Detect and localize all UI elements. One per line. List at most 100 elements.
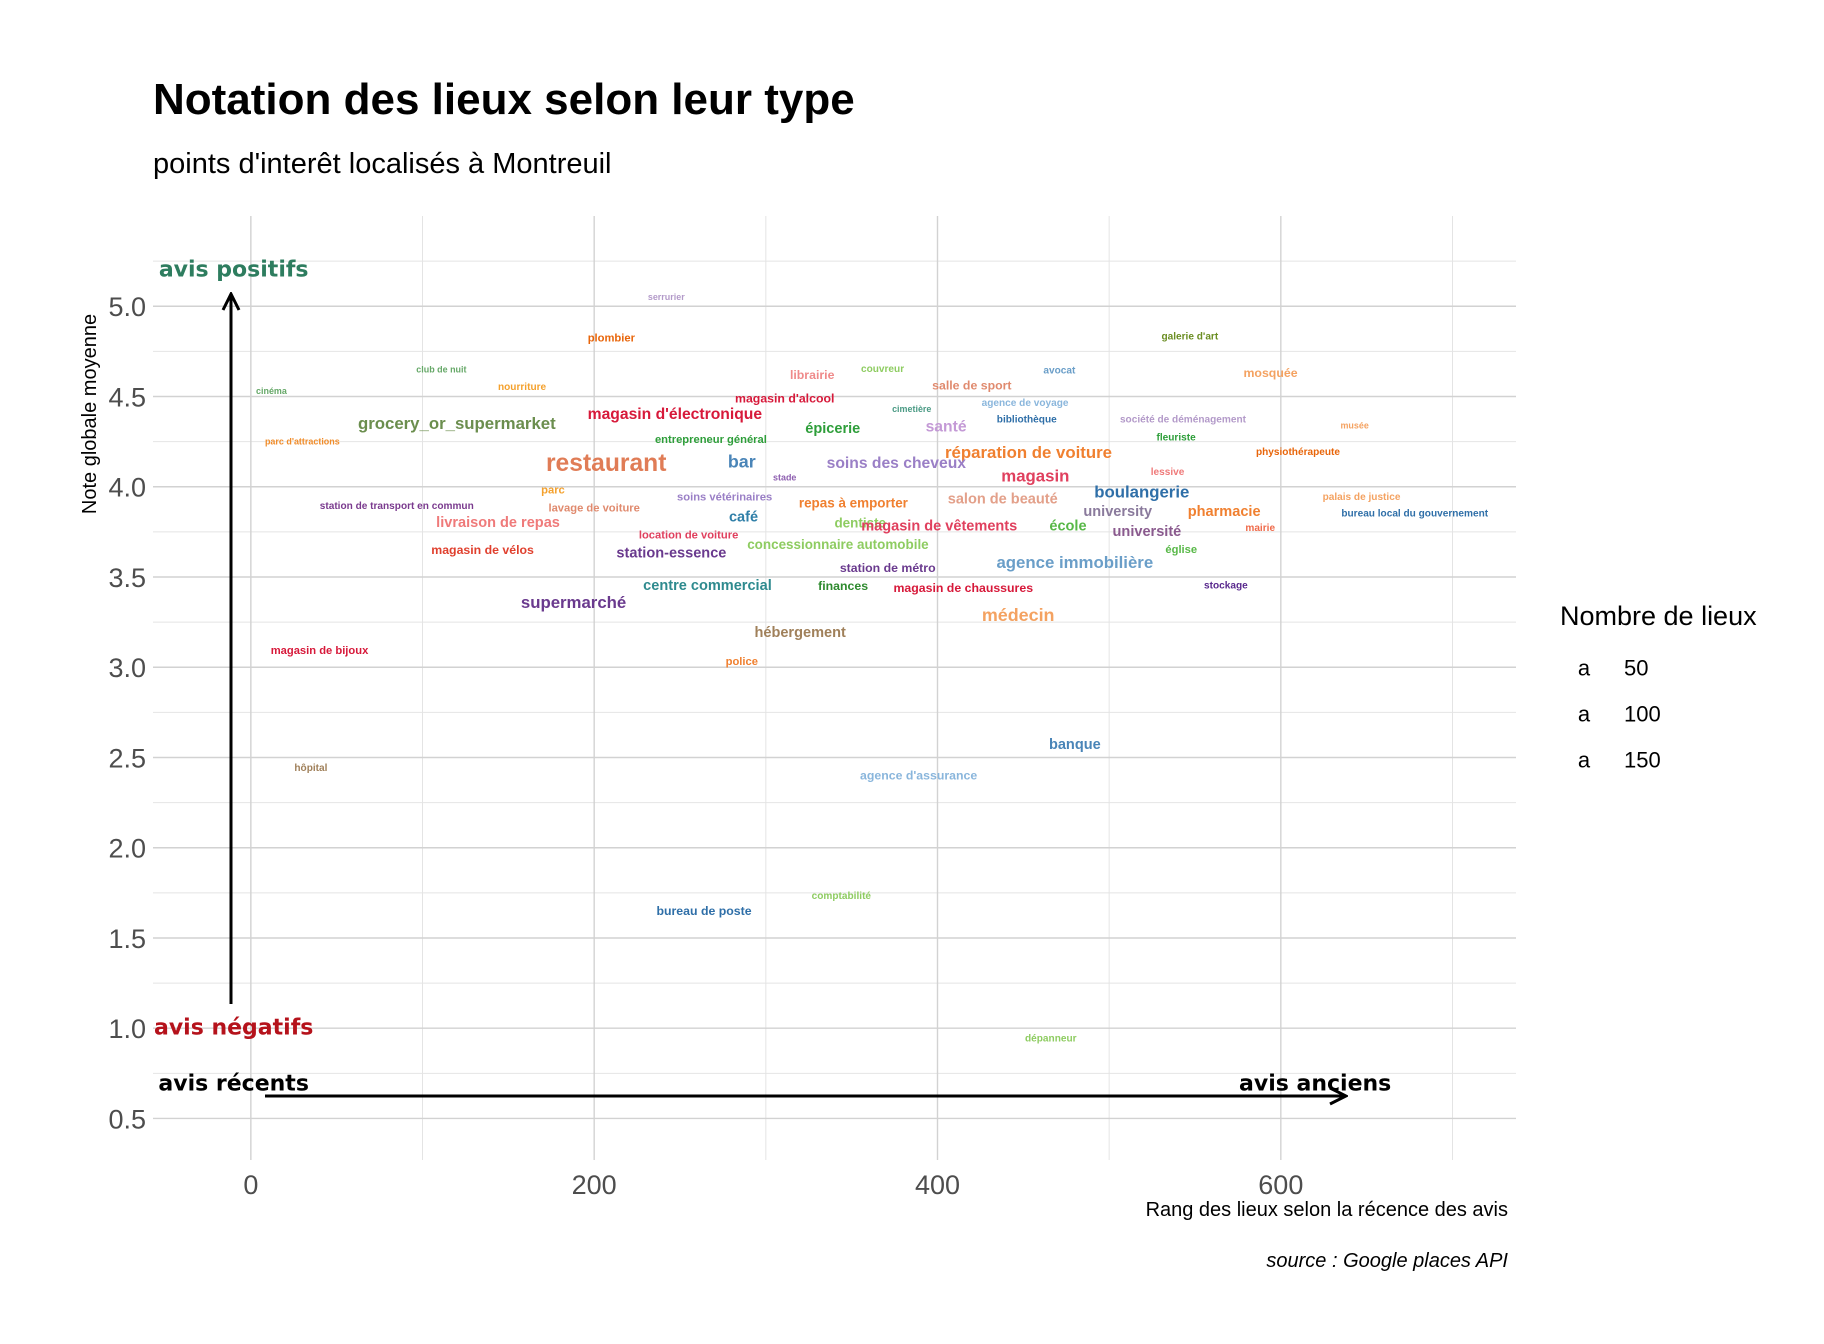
- y-tick-label: 3.0: [108, 653, 146, 683]
- scatter-labels: serrurier plombier galerie d'art club de nu…: [256, 292, 1489, 1044]
- place-label: galerie d'art: [1161, 331, 1218, 342]
- annotations: avis positifs avis négatifs avis récents av…: [154, 258, 1391, 1097]
- place-label: médecin: [982, 605, 1055, 625]
- legend-label: 150: [1624, 748, 1661, 773]
- grid-minor: [153, 216, 1516, 1160]
- annotation-label: avis négatifs: [154, 1016, 313, 1041]
- place-label: banque: [1049, 737, 1101, 753]
- source-caption: source : Google places API: [1266, 1250, 1508, 1272]
- place-label: musée: [1340, 420, 1368, 430]
- y-tick-label: 2.0: [108, 834, 146, 864]
- place-label: parc d'attractions: [265, 437, 340, 447]
- legend-entries: a 50 a 100 a 150: [1578, 656, 1661, 773]
- annotation-label: avis anciens: [1239, 1072, 1391, 1097]
- place-label: agence immobilière: [996, 553, 1153, 572]
- place-label: magasin: [1001, 466, 1069, 485]
- place-label: centre commercial: [643, 578, 772, 594]
- legend-label: 100: [1624, 702, 1661, 727]
- x-axis-ticks: 0 200 400 600: [243, 1170, 1303, 1200]
- place-label: santé: [926, 419, 967, 436]
- legend-glyph: a: [1578, 702, 1591, 727]
- place-label: stade: [773, 473, 796, 483]
- place-label: hébergement: [754, 625, 846, 641]
- place-label: cimetière: [892, 404, 931, 414]
- place-label: dépanneur: [1025, 1034, 1077, 1045]
- place-label: physiothérapeute: [1256, 447, 1340, 458]
- place-label: boulangerie: [1094, 483, 1189, 502]
- place-label: réparation de voiture: [945, 443, 1112, 462]
- place-label: bureau local du gouvernement: [1341, 508, 1488, 519]
- place-label: épicerie: [805, 421, 860, 437]
- place-label: plombier: [588, 333, 636, 345]
- place-label: école: [1049, 518, 1086, 534]
- place-label: bibliothèque: [997, 414, 1057, 425]
- place-label: église: [1165, 544, 1197, 556]
- place-label: concessionnaire automobile: [747, 537, 929, 552]
- place-label: avocat: [1043, 366, 1076, 377]
- legend-title: Nombre de lieux: [1560, 601, 1757, 631]
- place-label: magasin d'électronique: [588, 406, 763, 423]
- y-tick-label: 4.5: [108, 382, 146, 412]
- place-label: salle de sport: [932, 379, 1011, 393]
- place-label: repas à emporter: [799, 495, 909, 510]
- place-label: grocery_or_supermarket: [358, 414, 556, 433]
- place-label: magasin de chaussures: [893, 581, 1033, 595]
- legend-glyph: a: [1578, 748, 1591, 773]
- place-label: salon de beauté: [948, 491, 1058, 507]
- y-tick-label: 5.0: [108, 292, 146, 322]
- y-tick-label: 3.5: [108, 563, 146, 593]
- annotation-label: avis récents: [158, 1072, 309, 1097]
- place-label: club de nuit: [416, 364, 466, 374]
- place-label: livraison de repas: [436, 515, 560, 531]
- x-tick-label: 400: [915, 1170, 960, 1200]
- x-axis-label: Rang des lieux selon la récence des avis: [1146, 1199, 1508, 1221]
- y-axis-ticks: 0.5 1.0 1.5 2.0 2.5 3.0 3.5 4.0 4.5 5.0: [108, 292, 146, 1134]
- place-label: soins vétérinaires: [677, 492, 772, 504]
- place-label: agence de voyage: [982, 398, 1069, 409]
- annotation-label: avis positifs: [159, 258, 309, 283]
- place-label: couvreur: [861, 364, 904, 375]
- place-label: station de métro: [840, 561, 936, 575]
- place-label: comptabilité: [812, 891, 872, 902]
- place-label: agence d'assurance: [860, 769, 977, 783]
- place-label: station de transport en commun: [320, 501, 474, 512]
- place-label: restaurant: [546, 450, 666, 477]
- place-label: fleuriste: [1156, 433, 1196, 444]
- place-label: entrepreneur général: [655, 434, 767, 446]
- x-tick-label: 200: [572, 1170, 617, 1200]
- place-label: magasin de bijoux: [271, 645, 369, 657]
- y-tick-label: 2.5: [108, 743, 146, 773]
- grid-major: [153, 216, 1516, 1160]
- place-label: café: [729, 509, 758, 525]
- place-label: magasin de vêtements: [861, 518, 1017, 534]
- place-label: parc: [541, 484, 565, 496]
- place-label: palais de justice: [1323, 492, 1401, 503]
- y-tick-label: 0.5: [108, 1104, 146, 1134]
- place-label: stockage: [1204, 581, 1248, 592]
- annotation-arrows: [231, 294, 1346, 1096]
- x-tick-label: 600: [1258, 1170, 1303, 1200]
- place-label: bureau de poste: [656, 904, 751, 918]
- place-label: université: [1113, 524, 1182, 540]
- x-tick-label: 0: [243, 1170, 258, 1200]
- place-label: nourriture: [498, 382, 547, 393]
- place-label: location de voiture: [639, 529, 738, 541]
- place-label: finances: [818, 579, 868, 593]
- place-label: hôpital: [294, 763, 327, 774]
- place-label: station-essence: [616, 546, 726, 562]
- y-tick-label: 1.5: [108, 924, 146, 954]
- place-label: lavage de voiture: [548, 502, 639, 514]
- place-label: dentiste: [834, 515, 886, 530]
- place-label: mosquée: [1243, 366, 1297, 380]
- place-label: pharmacie: [1188, 504, 1261, 520]
- place-label: lessive: [1151, 467, 1185, 478]
- chart-title: Notation des lieux selon leur type: [153, 75, 855, 124]
- place-label: magasin d'alcool: [735, 391, 834, 405]
- place-label: cinéma: [256, 386, 288, 396]
- place-label: bar: [728, 451, 756, 471]
- place-label: mairie: [1245, 523, 1275, 534]
- chart-subtitle: points d'interêt localisés à Montreuil: [153, 148, 612, 180]
- place-label: university: [1083, 504, 1153, 520]
- place-label: supermarché: [521, 593, 626, 612]
